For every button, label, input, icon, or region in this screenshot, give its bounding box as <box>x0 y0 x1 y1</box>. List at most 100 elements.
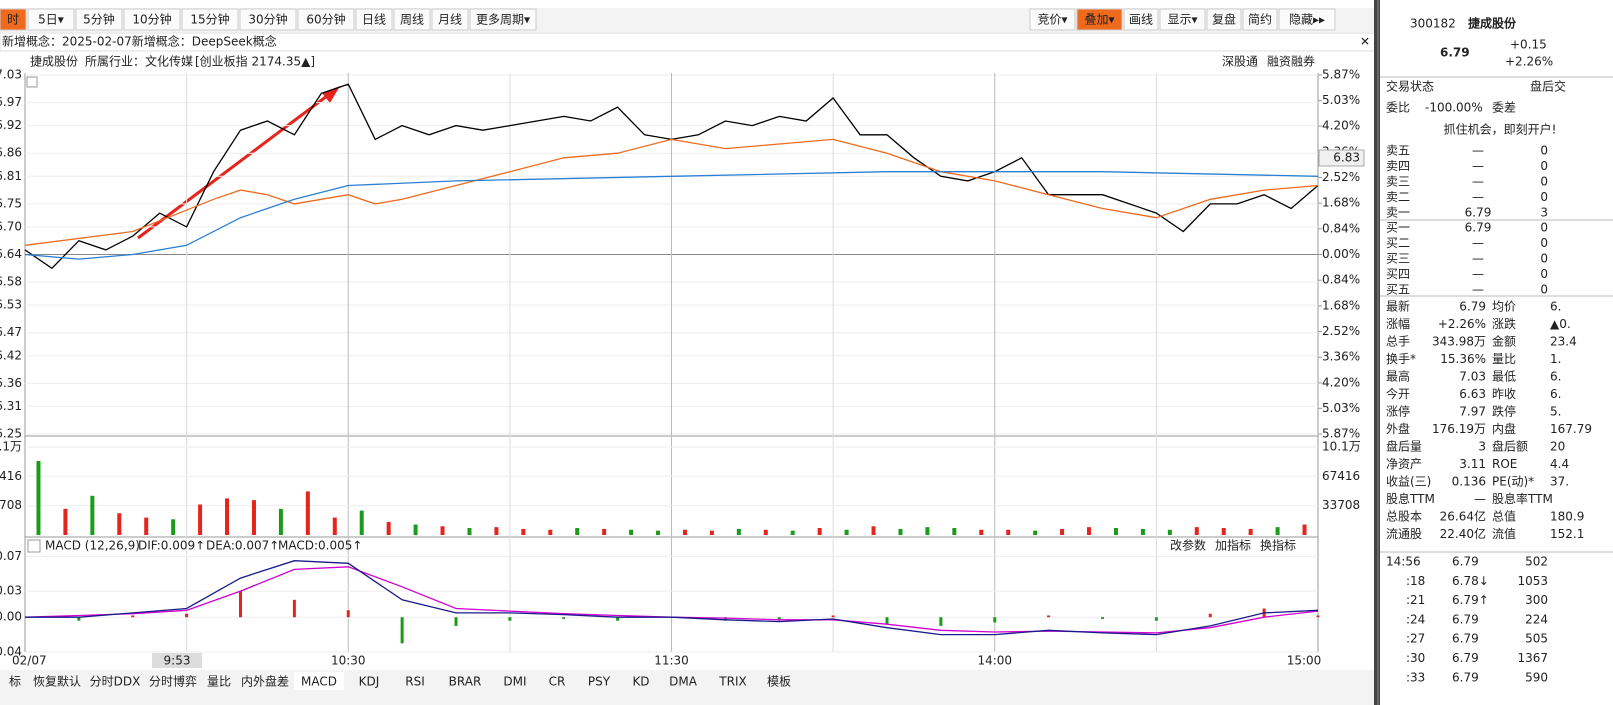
volume-bar <box>1140 528 1145 535</box>
tab[interactable] <box>1242 8 1278 31</box>
stat-label: 涨幅 <box>1386 316 1410 331</box>
volume-bar <box>332 517 337 535</box>
stat-value: 176.19万 <box>1432 422 1486 436</box>
stock-code: 300182 <box>1410 17 1456 31</box>
tab[interactable] <box>123 8 181 31</box>
price-box <box>1318 149 1365 167</box>
volume-bar <box>602 528 607 535</box>
tab[interactable] <box>1029 8 1076 31</box>
tab[interactable] <box>181 8 239 31</box>
tab-active[interactable] <box>294 672 344 690</box>
volume-bar <box>709 530 714 535</box>
dif-label: DIF:0.009↑ <box>138 539 205 553</box>
volume-bar <box>1302 524 1307 535</box>
tab-label[interactable]: 画线 <box>1129 13 1153 27</box>
tab-label[interactable]: 5分钟 <box>83 12 115 27</box>
tab-label[interactable]: 日线 <box>362 13 386 27</box>
tab[interactable] <box>27 8 75 31</box>
stat-label: 均价 <box>1492 300 1516 314</box>
tab-label[interactable]: 周线 <box>400 13 424 27</box>
tab[interactable] <box>297 8 355 31</box>
bottom-tab[interactable]: KD <box>632 675 649 689</box>
industry: 所属行业：文化传媒 <box>85 54 193 69</box>
macd-button[interactable]: 改参数 <box>1170 538 1206 553</box>
macd-bar <box>1047 615 1051 618</box>
bottom-tab[interactable]: 分时博弈 <box>149 674 197 689</box>
volume-bar <box>63 508 68 535</box>
macd-bar <box>292 599 296 618</box>
bottom-tab[interactable]: 标 <box>9 675 21 689</box>
tick-volume: 505 <box>1525 632 1548 646</box>
bottom-tab[interactable]: DMI <box>503 675 526 689</box>
bottom-tab[interactable]: TRIX <box>718 675 746 689</box>
bottom-tab[interactable]: BRAR <box>449 675 482 689</box>
tab[interactable] <box>1159 8 1206 31</box>
macd-button[interactable]: 加指标 <box>1215 538 1251 553</box>
bottom-tab[interactable]: 分时DDX <box>90 675 141 689</box>
book-volume: 0 <box>1540 190 1548 204</box>
bottom-tab[interactable]: 恢复默认 <box>33 674 81 689</box>
stat-label: 换手* <box>1386 352 1416 366</box>
tick-volume: 1053 <box>1517 574 1548 588</box>
tab-label[interactable]: 60分钟 <box>306 12 345 27</box>
tab-label[interactable]: 15分钟 <box>190 12 229 27</box>
link[interactable]: 深股通 <box>1222 55 1258 69</box>
book-price: — <box>1472 252 1484 266</box>
tab-label[interactable]: 30分钟 <box>248 12 287 27</box>
macd-bar <box>454 617 458 626</box>
stat-label: 流通股 <box>1386 527 1422 541</box>
book-volume: 0 <box>1540 236 1548 250</box>
ad[interactable]: 抓住机会，即刻开户! <box>1444 122 1557 137</box>
volume-bar <box>494 527 499 535</box>
tab[interactable] <box>1206 8 1242 31</box>
volume-bar <box>521 528 526 535</box>
macd-bar <box>1101 617 1104 619</box>
close-icon[interactable]: ✕ <box>1360 35 1370 49</box>
tab-label[interactable]: 竞价▾ <box>1037 13 1067 27</box>
tab-label[interactable]: 月线 <box>438 13 462 27</box>
macd-button[interactable]: 换指标 <box>1260 538 1296 553</box>
stat-value: 6. <box>1550 300 1561 314</box>
tab-label[interactable]: 更多周期▾ <box>476 13 530 27</box>
volume-bar <box>171 519 176 535</box>
volume-bar <box>763 529 768 535</box>
bottom-tab[interactable]: 量比 <box>207 675 231 689</box>
tab-label[interactable]: 5日▾ <box>38 13 64 27</box>
bottom-tab[interactable]: CR <box>549 675 566 689</box>
tab-label[interactable]: 显示▾ <box>1167 13 1197 27</box>
stat-label: 涨跌 <box>1492 316 1516 331</box>
tab[interactable] <box>355 8 393 31</box>
tab[interactable] <box>75 8 123 31</box>
y2-tick-label: 5.87% <box>1322 68 1360 82</box>
link[interactable]: 融资融券 <box>1267 54 1315 69</box>
tab[interactable] <box>1123 8 1159 31</box>
book-label: 卖三 <box>1386 175 1410 189</box>
tab[interactable] <box>431 8 469 31</box>
tab-label[interactable]: 复盘 <box>1212 12 1236 27</box>
tab[interactable] <box>393 8 431 31</box>
bottom-tab[interactable]: KDJ <box>359 675 380 689</box>
stat-label: 金额 <box>1492 334 1516 349</box>
tab[interactable] <box>1076 8 1123 31</box>
book-price: 6.79 <box>1465 206 1492 220</box>
tab[interactable] <box>0 8 27 31</box>
tab-label[interactable]: 时 <box>7 13 19 27</box>
tab-label[interactable]: 叠加▾ <box>1084 13 1114 27</box>
tab[interactable] <box>1278 8 1336 31</box>
y2-tick-label: 5.03% <box>1322 401 1360 415</box>
bottom-tab[interactable]: DMA <box>669 675 698 689</box>
y-tick-label: 6.58 <box>0 275 22 289</box>
bottom-tab[interactable]: MACD <box>301 675 337 689</box>
tab-label[interactable]: 简约 <box>1248 12 1272 27</box>
tab[interactable] <box>239 8 297 31</box>
tab-label[interactable]: 隐藏▸▸ <box>1289 13 1325 27</box>
bottom-tab[interactable]: PSY <box>588 675 611 689</box>
book-volume: 0 <box>1540 283 1548 297</box>
tab[interactable] <box>469 8 537 31</box>
volume-bar <box>1248 528 1253 535</box>
bottom-tab[interactable]: 内外盘差 <box>241 674 289 689</box>
volume-bar <box>1221 528 1226 535</box>
bottom-tab[interactable]: RSI <box>405 675 425 689</box>
tab-label[interactable]: 10分钟 <box>132 12 171 27</box>
bottom-tab[interactable]: 模板 <box>767 675 791 689</box>
